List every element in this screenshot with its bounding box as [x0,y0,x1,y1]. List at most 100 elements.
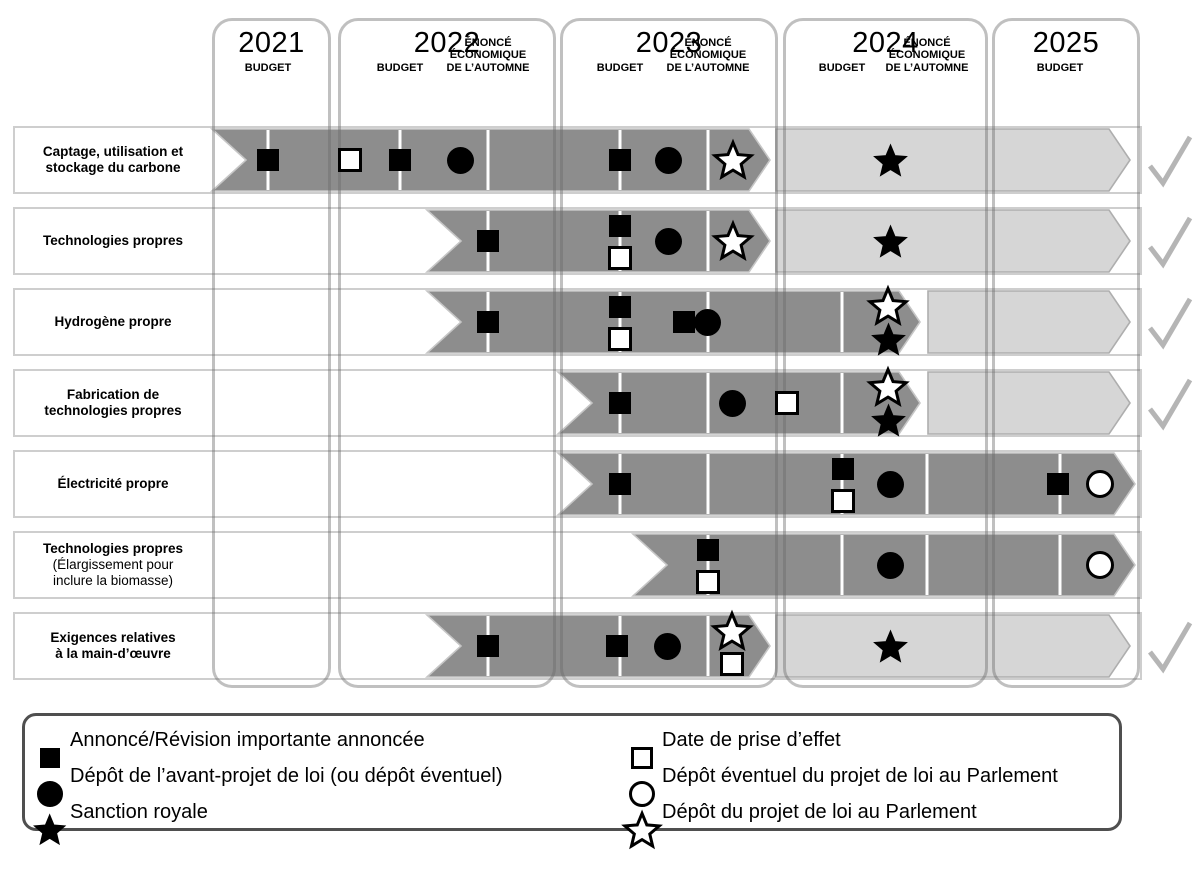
row-label-line: Hydrogène propre [54,314,172,329]
star-filled-icon [870,321,906,356]
legend-box [22,713,1122,831]
square-open-icon [608,327,632,351]
row-label-line: Électricité propre [57,476,169,491]
star-open-icon [866,365,910,408]
legend-item: Dépôt du projet de loi au Parlement [621,794,977,850]
event-label-line: ÉCONOMIQUE [888,49,966,61]
checkmark-icon [1148,297,1193,350]
timeline-arrow-dark [209,128,771,192]
circle-filled-icon [718,389,746,417]
square-filled-icon [1047,473,1069,495]
legend-item: Date de prise d’effet [622,722,841,770]
square-filled-icon [609,149,631,171]
legend-item-label: Dépôt du projet de loi au Parlement [662,800,977,823]
event-tick [840,535,844,595]
square-filled-icon [477,230,499,252]
star-open-icon [621,809,663,850]
row-label-line: Fabrication de [66,387,160,402]
row-sublabel-line: inclure la biomasse) [52,573,174,588]
circle-open-icon [628,780,656,808]
legend-item-label: Dépôt éventuel du projet de loi au Parle… [662,764,1058,787]
square-filled-icon [673,311,695,333]
timeline-arrow-dark [424,209,771,273]
timeline-arrow-light [927,371,1131,435]
star-open-icon [866,284,910,327]
circle-filled-icon [876,551,904,579]
circle-open-icon [1086,551,1114,579]
legend-item-label: Date de prise d’effet [662,728,841,751]
event-tick [1058,535,1062,595]
circle-filled-icon [446,146,474,174]
circle-filled-icon [654,227,682,255]
event-label: ÉNONCÉ ÉCONOMIQUE DE L’AUTOMNE [426,37,550,75]
square-filled-icon [477,635,499,657]
event-tick [618,292,622,352]
event-tick [618,211,622,271]
row-label-line: stockage du carbone [45,160,181,175]
square-open-icon [630,746,654,770]
circle-open-icon [1086,470,1114,498]
star-filled-icon [872,142,908,177]
circle-filled-icon [654,146,682,174]
circle-filled-icon [876,470,904,498]
row-label-line: Captage, utilisation et [42,144,184,159]
event-label: BUDGET [206,62,330,75]
event-tick [925,454,929,514]
square-open-icon [338,148,362,172]
square-open-icon [720,652,744,676]
event-label: ÉNONCÉ ÉCONOMIQUE DE L’AUTOMNE [865,37,989,75]
row-label-line: Technologies propres [42,233,184,248]
legend-item-label: Sanction royale [70,800,208,823]
event-label-line: DE L’AUTOMNE [885,61,969,74]
star-open-icon [711,138,755,181]
square-open-icon [608,246,632,270]
event-label-line: DE L’AUTOMNE [446,61,530,74]
event-tick [840,373,844,433]
event-label: ÉNONCÉ ÉCONOMIQUE DE L’AUTOMNE [646,37,770,75]
timeline-arrow-dark [555,452,1136,516]
checkmark-icon [1148,135,1193,188]
event-label: BUDGET [780,62,904,75]
event-label-line: ÉNONCÉ [903,36,951,49]
legend-item: Dépôt de l’avant-projet de loi (ou dépôt… [30,758,503,807]
event-label-line: BUDGET [1036,61,1084,74]
star-open-icon [710,609,754,652]
event-label: BUDGET [558,62,682,75]
event-label-line: BUDGET [818,61,866,74]
square-filled-icon [606,635,628,657]
event-tick [706,454,710,514]
timeline-arrow-light [775,614,1131,678]
checkmark-icon [1148,621,1193,674]
event-tick [706,616,710,676]
event-label-line: BUDGET [376,61,424,74]
event-tick [840,292,844,352]
star-filled-icon [872,223,908,258]
square-filled-icon [389,149,411,171]
event-label-line: ÉCONOMIQUE [669,49,747,61]
square-filled-icon [832,458,854,480]
event-label-line: DE L’AUTOMNE [666,61,750,74]
square-filled-icon [609,296,631,318]
star-filled-icon [870,402,906,437]
event-tick [486,130,490,190]
square-open-icon [831,489,855,513]
row-label: Technologies propres [15,209,211,273]
event-tick [840,454,844,514]
square-filled-icon [697,539,719,561]
timeline-arrow-light [927,290,1131,354]
timeline-arrow-light [775,128,1131,192]
checkmark-icon [1148,216,1193,269]
legend-item-label: Annoncé/Révision importante annoncée [70,728,425,751]
timeline-arrow-light [775,209,1131,273]
row-label: Hydrogène propre [15,290,211,354]
star-open-icon [711,219,755,262]
checkmark-icon [1148,378,1193,431]
row-label: Captage, utilisation et stockage du carbo… [15,128,211,192]
event-label-line: ÉNONCÉ [464,36,512,49]
legend-item-label: Dépôt de l’avant-projet de loi (ou dépôt… [70,764,503,787]
square-open-icon [775,391,799,415]
event-tick [706,211,710,271]
legend-item: Sanction royale [30,794,208,846]
square-open-icon [696,570,720,594]
